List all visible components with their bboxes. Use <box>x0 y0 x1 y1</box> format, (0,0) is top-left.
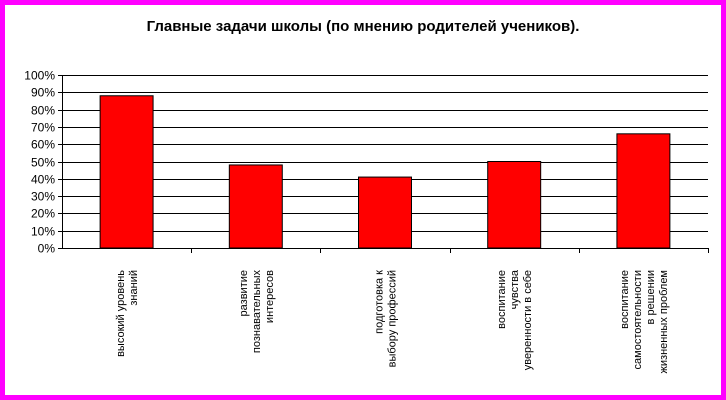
category-label-line: развитие <box>238 270 250 316</box>
y-tick-label: 10% <box>31 225 55 239</box>
category-label: воспитание самостоятельности в решении жизн… <box>619 270 670 373</box>
category-label-line: воспитание <box>619 270 631 329</box>
y-tick-label: 0% <box>38 242 56 256</box>
category-label-line: познавательных <box>251 270 263 354</box>
y-tick-label: 70% <box>31 121 55 135</box>
chart-title: Главные задачи школы (по мнению родителе… <box>146 18 580 35</box>
y-tick-label: 100% <box>24 69 55 83</box>
y-tick-label: 50% <box>31 156 55 170</box>
y-tick-label: 60% <box>31 138 55 152</box>
category-label: воспитание чувства уверенности в себе <box>496 269 534 370</box>
category-label-line: жизненных проблем <box>658 270 670 373</box>
bar <box>228 164 283 249</box>
category-label: развитие познавательных интересов <box>238 270 276 354</box>
category-label: высокий уровень знаний <box>115 270 140 357</box>
y-tick-label: 90% <box>31 86 55 100</box>
category-label-line: высокий уровень <box>115 270 127 357</box>
category-label-line: знаний <box>128 270 140 306</box>
category-label-line: уверенности в себе <box>522 270 534 370</box>
category-label-line: самостоятельности <box>632 270 644 369</box>
category-label-line: подготовка к <box>374 270 386 334</box>
bar <box>487 161 542 249</box>
category-label-line: интересов <box>264 270 276 323</box>
y-tick-label: 30% <box>31 190 55 204</box>
bars <box>99 95 671 249</box>
bar <box>358 176 412 249</box>
axes <box>62 75 709 253</box>
category-label-line: чувства <box>509 269 521 309</box>
category-label-line: воспитание <box>496 270 508 329</box>
y-tick-label: 40% <box>31 173 55 187</box>
bar <box>99 95 154 249</box>
y-tick-labels: 0% 10% 20% 30% 40% 50% 60% 70% 80% 90% 100% <box>24 69 55 256</box>
category-labels: высокий уровень знаний развитие познаватель… <box>115 269 670 373</box>
category-label: подготовка к выбору профессий <box>374 270 399 368</box>
y-tick-label: 20% <box>31 207 55 221</box>
category-label-line: в решении <box>645 270 657 324</box>
category-label-line: выбору профессий <box>387 270 399 367</box>
bar <box>616 133 671 249</box>
y-tick-label: 80% <box>31 104 55 118</box>
